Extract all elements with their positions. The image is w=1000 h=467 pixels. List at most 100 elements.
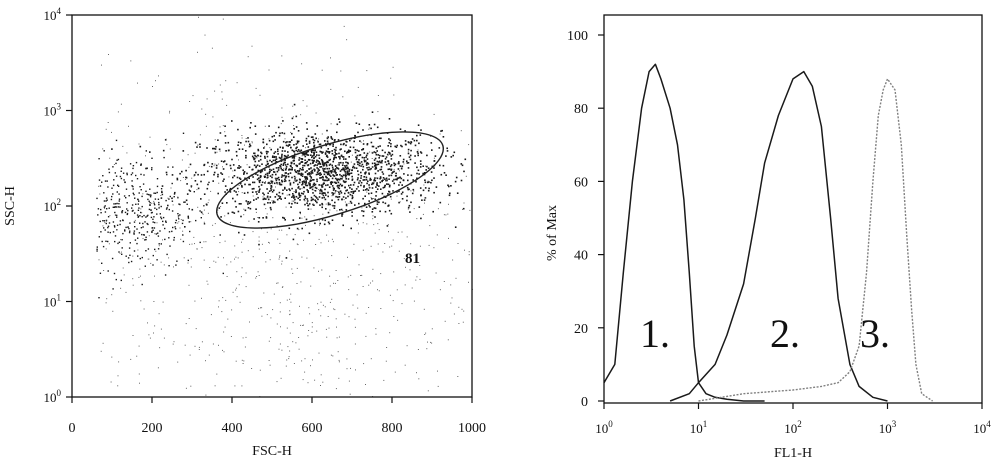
scatter-point <box>282 164 285 166</box>
scatter-point <box>270 187 272 190</box>
scatter-point <box>338 118 340 120</box>
scatter-point <box>156 208 158 211</box>
scatter-point <box>165 220 167 222</box>
scatter-point <box>366 162 369 164</box>
scatter-point <box>188 166 190 168</box>
scatter-point <box>390 145 392 148</box>
scatter-point <box>281 155 283 157</box>
scatter-point <box>379 177 381 180</box>
scatter-point <box>111 257 114 260</box>
scatter-point <box>269 259 271 261</box>
scatter-point <box>103 270 105 271</box>
scatter-point <box>324 171 326 173</box>
scatter-point <box>279 195 282 198</box>
scatter-point <box>286 194 288 196</box>
scatter-point <box>311 326 313 328</box>
scatter-point <box>266 176 269 179</box>
scatter-point <box>268 69 270 71</box>
scatter-point <box>360 177 362 179</box>
scatter-point <box>322 182 325 184</box>
scatter-point <box>146 231 149 233</box>
scatter-point <box>98 158 100 160</box>
scatter-point <box>284 169 287 171</box>
scatter-point <box>247 207 250 209</box>
scatter-point <box>378 229 380 231</box>
scatter-point <box>311 156 313 159</box>
scatter-point <box>275 173 277 176</box>
scatter-point <box>372 268 374 270</box>
scatter-point <box>271 156 274 158</box>
scatter-point <box>243 173 245 175</box>
scatter-point <box>148 208 151 211</box>
scatter-point <box>468 251 470 253</box>
scatter-point <box>118 251 120 253</box>
scatter-point <box>372 182 375 185</box>
scatter-point <box>306 154 308 156</box>
scatter-point <box>376 188 379 190</box>
scatter-point <box>323 164 326 166</box>
scatter-point <box>375 186 377 188</box>
scatter-point <box>304 178 307 180</box>
scatter-point <box>224 185 227 187</box>
scatter-point <box>299 217 301 219</box>
scatter-point <box>351 179 354 181</box>
scatter-point <box>160 205 162 208</box>
scatter-point <box>249 183 251 186</box>
scatter-point <box>312 192 314 194</box>
scatter-point <box>369 206 371 208</box>
scatter-point <box>152 221 154 223</box>
scatter-point <box>312 160 315 163</box>
scatter-point <box>359 162 361 165</box>
scatter-point <box>376 203 379 205</box>
scatter-point <box>449 192 451 195</box>
scatter-point <box>310 365 311 367</box>
scatter-point <box>270 169 273 171</box>
scatter-point <box>160 261 162 263</box>
scatter-point <box>338 121 341 123</box>
scatter-point <box>281 192 284 195</box>
scatter-point <box>241 251 243 253</box>
scatter-point <box>325 171 328 173</box>
scatter-point <box>345 197 347 199</box>
scatter-point <box>345 167 348 170</box>
scatter-point <box>362 165 365 168</box>
scatter-point <box>121 239 123 241</box>
scatter-point <box>354 135 356 137</box>
scatter-point <box>329 174 331 177</box>
scatter-point <box>365 335 367 337</box>
scatter-point <box>316 178 318 181</box>
scatter-point <box>306 184 308 187</box>
scatter-point <box>322 169 325 172</box>
scatter-point <box>331 150 333 152</box>
scatter-point <box>117 158 120 161</box>
scatter-point <box>375 167 378 170</box>
scatter-point <box>99 185 102 187</box>
scatter-point <box>98 185 100 187</box>
scatter-point <box>317 168 320 170</box>
scatter-point <box>117 375 119 377</box>
scatter-point <box>278 258 280 260</box>
scatter-point <box>228 176 230 178</box>
scatter-point <box>371 145 374 148</box>
scatter-point <box>351 188 353 190</box>
scatter-point <box>318 352 320 354</box>
scatter-point <box>258 191 260 193</box>
scatter-point <box>324 192 326 194</box>
scatter-point <box>455 277 457 279</box>
scatter-point <box>347 276 349 278</box>
scatter-point <box>365 164 368 166</box>
scatter-point <box>453 151 456 154</box>
scatter-point <box>428 181 430 183</box>
scatter-point <box>291 149 294 152</box>
scatter-point <box>290 139 293 141</box>
scatter-point <box>318 143 321 146</box>
scatter-point <box>422 172 424 175</box>
scatter-point <box>296 227 299 230</box>
scatter-point <box>224 240 226 242</box>
scatter-point <box>197 144 199 146</box>
scatter-point <box>336 185 339 187</box>
scatter-point <box>358 181 360 183</box>
scatter-point <box>419 245 421 247</box>
scatter-point <box>370 141 373 144</box>
